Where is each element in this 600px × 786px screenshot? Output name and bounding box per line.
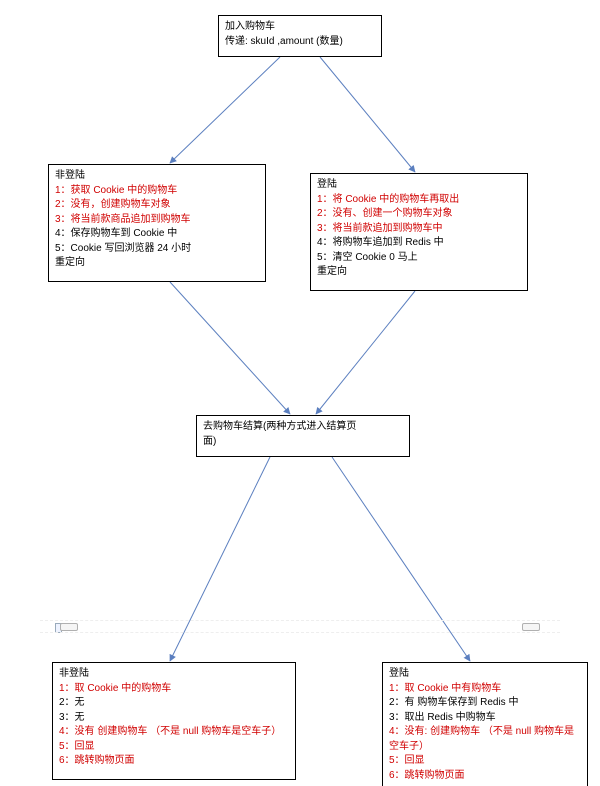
- node-n5-line-4: 4：没有 创建购物车 （不是 null 购物车是空车子）: [59, 725, 289, 740]
- node-n3-line-1: 1：将 Cookie 中的购物车再取出: [317, 193, 521, 208]
- edge-n1-n3: [320, 57, 415, 172]
- node-n5-line-5: 5：回显: [59, 740, 289, 755]
- node-n1-line-0: 加入购物车: [225, 20, 375, 35]
- edge-n1-n2: [170, 57, 280, 163]
- node-n3-line-3: 3：将当前款追加到购物车中: [317, 222, 521, 237]
- node-n3-line-5: 5：清空 Cookie 0 马上: [317, 251, 521, 266]
- node-n5-line-6: 6：跳转购物页面: [59, 754, 289, 769]
- node-n3-line-6: 重定向: [317, 265, 521, 280]
- edge-n3-n4: [316, 291, 415, 414]
- node-n2-line-0: 非登陆: [55, 169, 259, 184]
- node-n3-line-0: 登陆: [317, 178, 521, 193]
- node-n5: 非登陆1：取 Cookie 中的购物车2：无3：无4：没有 创建购物车 （不是 …: [52, 662, 296, 780]
- node-n6-line-5: 5：回显: [389, 754, 581, 769]
- node-n6-line-4: 4：没有: 创建购物车 （不是 null 购物车是空车子）: [389, 725, 581, 754]
- node-n6-line-3: 3：取出 Redis 中购物车: [389, 711, 581, 726]
- node-n5-line-1: 1：取 Cookie 中的购物车: [59, 682, 289, 697]
- node-n6-line-0: 登陆: [389, 667, 581, 682]
- node-n2-line-1: 1：获取 Cookie 中的购物车: [55, 184, 259, 199]
- node-n3-line-2: 2：没有、创建一个购物车对象: [317, 207, 521, 222]
- node-n3: 登陆1：将 Cookie 中的购物车再取出2：没有、创建一个购物车对象3：将当前…: [310, 173, 528, 291]
- edge-n4-n6: [332, 457, 470, 661]
- node-n6-line-6: 6：跳转购物页面: [389, 769, 581, 784]
- node-n4: 去购物车结算(两种方式进入结算页面): [196, 415, 410, 457]
- node-n2-line-6: 重定向: [55, 256, 259, 271]
- node-n2-line-4: 4：保存购物车到 Cookie 中: [55, 227, 259, 242]
- node-n2-line-2: 2：没有，创建购物车对象: [55, 198, 259, 213]
- node-n5-line-0: 非登陆: [59, 667, 289, 682]
- page-break-marker: [0, 622, 600, 630]
- node-n2: 非登陆1：获取 Cookie 中的购物车2：没有，创建购物车对象3：将当前款商品…: [48, 164, 266, 282]
- node-n2-line-5: 5：Cookie 写回浏览器 24 小时: [55, 242, 259, 257]
- node-n6: 登陆1：取 Cookie 中有购物车2：有 购物车保存到 Redis 中3：取出…: [382, 662, 588, 786]
- node-n4-line-0: 去购物车结算(两种方式进入结算页: [203, 420, 403, 435]
- node-n1-line-1: 传递: skuId ,amount (数量): [225, 35, 375, 50]
- node-n1: 加入购物车 传递: skuId ,amount (数量): [218, 15, 382, 57]
- node-n4-line-1: 面): [203, 435, 403, 450]
- node-n3-line-4: 4：将购物车追加到 Redis 中: [317, 236, 521, 251]
- node-n5-line-2: 2：无: [59, 696, 289, 711]
- edge-n4-n5: [170, 457, 270, 661]
- node-n5-line-3: 3：无: [59, 711, 289, 726]
- node-n2-line-3: 3：将当前款商品追加到购物车: [55, 213, 259, 228]
- edge-n2-n4: [170, 282, 290, 414]
- node-n6-line-2: 2：有 购物车保存到 Redis 中: [389, 696, 581, 711]
- node-n6-line-1: 1：取 Cookie 中有购物车: [389, 682, 581, 697]
